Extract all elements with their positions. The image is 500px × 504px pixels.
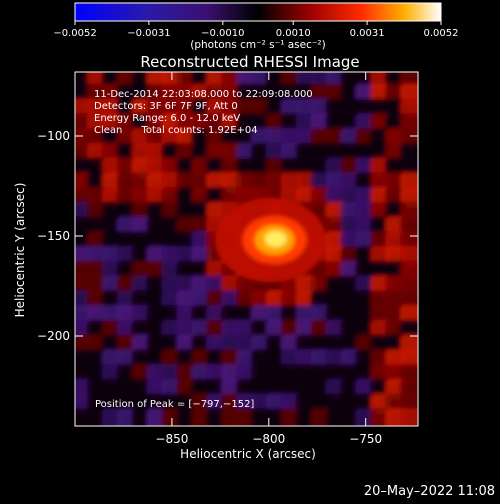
- colorbar: [74, 2, 442, 22]
- y-axis-ticks: −100 −150 −200: [37, 129, 418, 343]
- heatmap-image: [75, 72, 418, 426]
- y-axis-label: Heliocentric Y (arcsec): [13, 183, 27, 318]
- colorbar-tick-label: 0.0052: [424, 28, 459, 39]
- chart-title: Reconstructed RHESSI Image: [140, 53, 359, 71]
- colorbar-tick-label: −0.0010: [201, 28, 244, 39]
- colorbar-tick-label: −0.0031: [127, 28, 170, 39]
- y-tick-label: −200: [37, 329, 70, 343]
- x-tick-label: −800: [252, 432, 285, 446]
- annotation-counts: Clean Total counts: 1.92E+04: [94, 125, 258, 136]
- timestamp: 20–May–2022 11:08: [364, 484, 495, 499]
- colorbar-tick-label: 0.0031: [350, 28, 385, 39]
- colorbar-tick-label: −0.0052: [53, 28, 96, 39]
- annotation-detectors: Detectors: 3F 6F 7F 9F, Att 0: [94, 101, 238, 112]
- plot-frame: [74, 71, 419, 427]
- colorbar-unit-label: (photons cm⁻² s⁻¹ asec⁻²): [190, 39, 325, 51]
- x-tick-label: −750: [349, 432, 382, 446]
- y-tick-label: −150: [37, 229, 70, 243]
- annotation-energy: Energy Range: 6.0 - 12.0 keV: [94, 113, 240, 124]
- x-axis-label: Heliocentric X (arcsec): [180, 447, 316, 461]
- colorbar-ticks: −0.0052 −0.0031 −0.0010 0.0010 0.0031 0.0052: [53, 21, 459, 39]
- annotation-time: 11-Dec-2014 22:03:08.000 to 22:09:08.000: [94, 89, 313, 100]
- y-tick-label: −100: [37, 129, 70, 143]
- x-axis-ticks: −850 −800 −750: [155, 72, 382, 446]
- annotation-block: 11-Dec-2014 22:03:08.000 to 22:09:08.000…: [94, 89, 313, 136]
- x-tick-label: −850: [155, 432, 188, 446]
- peak-position-label: Position of Peak = [−797,−152]: [95, 399, 254, 410]
- colorbar-tick-label: 0.0010: [276, 28, 311, 39]
